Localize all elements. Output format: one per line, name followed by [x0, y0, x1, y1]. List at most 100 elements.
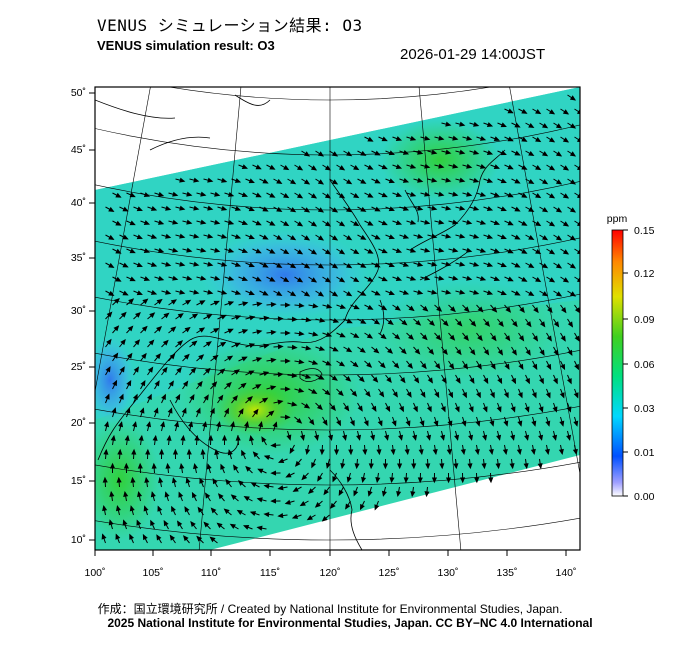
wind-vector-head	[248, 234, 255, 240]
wind-vector-head	[410, 191, 417, 197]
wind-vector-head	[431, 205, 438, 211]
wind-vector-head	[241, 329, 249, 334]
wind-vector-head	[371, 405, 377, 412]
wind-vector-head	[531, 420, 537, 427]
wind-vector-head	[331, 151, 339, 157]
wind-vector-head	[590, 308, 594, 312]
wind-vector-head	[221, 233, 228, 239]
wind-vector-head	[482, 406, 488, 413]
wind-vector-head	[115, 533, 121, 540]
wind-vector-head	[589, 393, 592, 397]
wind-vector-head	[358, 376, 365, 383]
wind-vector-head	[256, 525, 263, 531]
wind-vector-head	[191, 491, 197, 499]
wind-vector-head	[171, 477, 177, 484]
map-figure: 100˚ 105˚ 110˚ 115˚ 120˚ 125˚ 130˚ 135˚ …	[71, 86, 655, 579]
wind-vector-head	[134, 339, 141, 346]
wind-vector-head	[132, 421, 138, 428]
wind-vector-head	[241, 164, 249, 170]
wind-vector-head	[378, 391, 385, 398]
wind-vector-head	[270, 470, 277, 476]
lon-tick-130: 130˚	[437, 567, 458, 579]
wind-vector-head	[255, 384, 262, 390]
wind-vector-head	[405, 420, 411, 427]
wind-vector-head	[585, 208, 589, 212]
wind-vector-head	[109, 462, 116, 469]
wind-vector-head	[333, 449, 340, 456]
wind-vector-head	[585, 124, 589, 128]
wind-vector-head	[319, 317, 326, 323]
wind-vector-head	[493, 136, 501, 142]
wind-vector-head	[467, 463, 473, 470]
wind-vector	[582, 347, 586, 355]
wind-vector-head	[113, 325, 120, 332]
wind-vector-head	[447, 420, 453, 427]
wind-vector-head	[396, 490, 402, 498]
wind-vector-head	[310, 193, 318, 199]
wind-vector-head	[310, 221, 318, 227]
wind-vector-head	[234, 178, 242, 183]
wind-vector-head	[452, 135, 459, 141]
lat-tick-30: 30˚	[71, 305, 86, 317]
wind-vector-head	[372, 376, 379, 383]
wind-vector-head	[116, 476, 122, 483]
wind-vector-head	[205, 492, 211, 499]
wind-vector-head	[388, 234, 395, 240]
wind-vector-head	[381, 276, 388, 282]
wind-vector-head	[175, 393, 181, 401]
wind-vector-head	[548, 137, 556, 143]
wind-vector-head	[441, 377, 447, 384]
longitude-line	[418, 87, 462, 550]
wind-vector-head	[123, 490, 129, 498]
wind-vector-head	[449, 306, 456, 313]
wind-vector-head	[488, 477, 494, 484]
wind-vector-head	[391, 420, 397, 427]
wind-vector-head	[276, 262, 283, 268]
wind-vector	[589, 249, 597, 254]
wind-vector-head	[514, 234, 521, 240]
wind-vector-head	[473, 149, 480, 155]
wind-vector-head	[211, 381, 218, 388]
wind-vector-head	[162, 366, 168, 373]
wind-vector-head	[129, 505, 135, 512]
colorbar-tick-0.06: 0.06	[634, 359, 655, 371]
wind-vector-head	[413, 406, 418, 413]
wind-vector-head	[337, 390, 344, 397]
wind-vector-head	[493, 164, 501, 170]
wind-vector-head	[367, 248, 374, 254]
wind-vector-head	[346, 318, 353, 324]
axis-ticks	[89, 92, 567, 556]
wind-vector-head	[569, 95, 577, 101]
wind-vector-head	[346, 263, 353, 269]
wind-vector-head	[518, 335, 525, 342]
wind-vector-head	[432, 449, 438, 456]
wind-vector-head	[262, 178, 269, 184]
wind-vector-head	[139, 407, 145, 414]
lon-tick-135: 135˚	[496, 567, 517, 579]
wind-vector-head	[255, 164, 262, 170]
wind-vector-head	[402, 262, 410, 267]
wind-vector-head	[106, 338, 112, 345]
wind-vector-head	[535, 249, 542, 255]
lon-axis: 100˚ 105˚ 110˚ 115˚ 120˚ 125˚ 130˚ 135˚ …	[84, 567, 576, 579]
wind-vector-head	[249, 434, 255, 442]
wind-vector-head	[526, 321, 532, 328]
wind-vector-head	[191, 340, 198, 347]
wind-vector-head	[305, 448, 311, 456]
wind-vector-head	[388, 150, 395, 156]
wind-vector-head	[446, 449, 452, 456]
wind-vector-head	[353, 249, 360, 255]
wind-vector-head	[108, 290, 115, 296]
wind-vector-head	[418, 449, 424, 456]
wind-vector-head	[291, 401, 298, 407]
wind-vector-head	[525, 349, 531, 356]
wind-vector-head	[170, 326, 177, 333]
wind-vector-head	[353, 277, 360, 283]
wind-vector-head	[483, 377, 489, 385]
wind-vector-head	[470, 320, 477, 327]
wind-vector-head	[108, 206, 115, 212]
wind-vector-head	[507, 164, 514, 170]
wind-vector-head	[504, 363, 510, 370]
title-en: VENUS simulation result: O3	[97, 38, 275, 53]
wind-vector-head	[439, 463, 445, 470]
